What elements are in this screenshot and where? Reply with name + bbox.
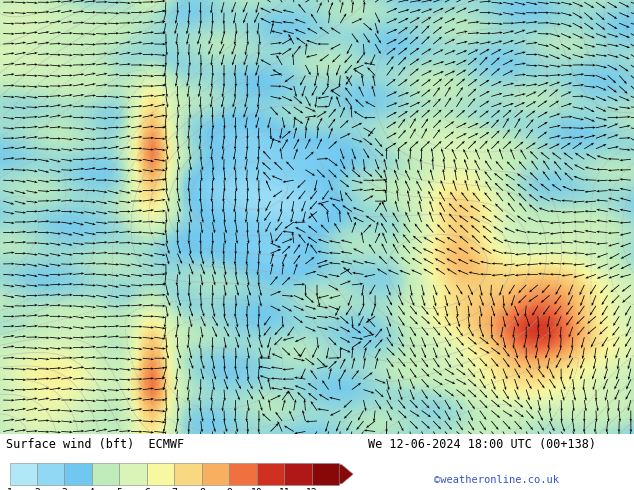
Bar [92, 463, 119, 486]
Text: 12: 12 [306, 488, 318, 490]
Text: We 12-06-2024 18:00 UTC (00+138): We 12-06-2024 18:00 UTC (00+138) [368, 438, 596, 451]
Text: 5: 5 [117, 488, 122, 490]
Bar [10, 463, 37, 486]
Text: Surface wind (bft)  ECMWF: Surface wind (bft) ECMWF [6, 438, 184, 451]
Text: 3: 3 [61, 488, 67, 490]
Bar [257, 463, 284, 486]
Bar [37, 463, 65, 486]
Bar [147, 463, 174, 486]
Text: 9: 9 [226, 488, 232, 490]
Text: 1: 1 [6, 488, 13, 490]
Text: 8: 8 [199, 488, 205, 490]
Text: 2: 2 [34, 488, 40, 490]
Bar [119, 463, 147, 486]
Text: 10: 10 [251, 488, 262, 490]
Bar [65, 463, 92, 486]
Text: 7: 7 [171, 488, 178, 490]
FancyArrow shape [339, 465, 353, 484]
Bar [312, 463, 339, 486]
Text: ©weatheronline.co.uk: ©weatheronline.co.uk [434, 475, 559, 486]
Bar [284, 463, 312, 486]
Text: 4: 4 [89, 488, 95, 490]
Bar [230, 463, 257, 486]
Bar [174, 463, 202, 486]
Text: 11: 11 [278, 488, 290, 490]
Bar [202, 463, 230, 486]
Text: 6: 6 [144, 488, 150, 490]
